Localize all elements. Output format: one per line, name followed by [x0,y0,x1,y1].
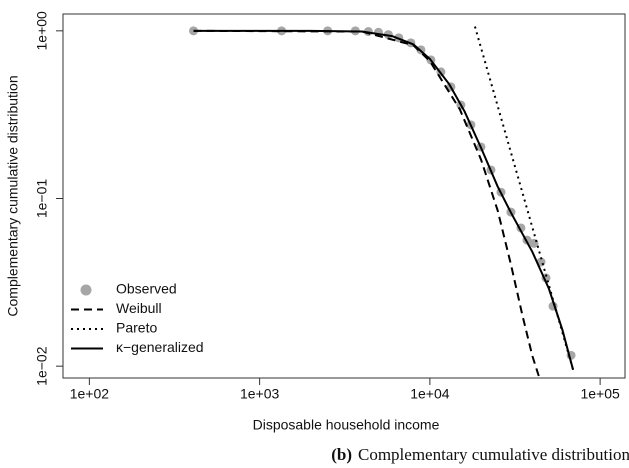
y-tick-label: 1e−01 [34,179,50,219]
legend-label: Observed [116,281,177,297]
x-tick-label: 1e+04 [410,386,450,402]
y-axis-label: Complementary cumulative distribution [5,75,21,316]
x-tick-label: 1e+02 [70,386,110,402]
y-tick-label: 1e−02 [34,346,50,386]
legend-label: κ−generalized [116,339,204,355]
plot-frame [62,13,626,379]
legend-label: Pareto [116,320,157,336]
series-line [193,29,541,378]
x-tick-label: 1e+05 [580,386,620,402]
y-tick-label: 1e+00 [34,11,50,51]
x-tick-label: 1e+03 [240,386,280,402]
plot-area [189,26,576,378]
legend-label: Weibull [116,300,162,316]
caption: Complementary cumulative distribution [358,445,629,464]
legend-swatch [80,284,92,296]
caption-label: (b) [331,445,352,464]
x-axis-label: Disposable household income [253,417,440,433]
series-line [193,29,575,371]
